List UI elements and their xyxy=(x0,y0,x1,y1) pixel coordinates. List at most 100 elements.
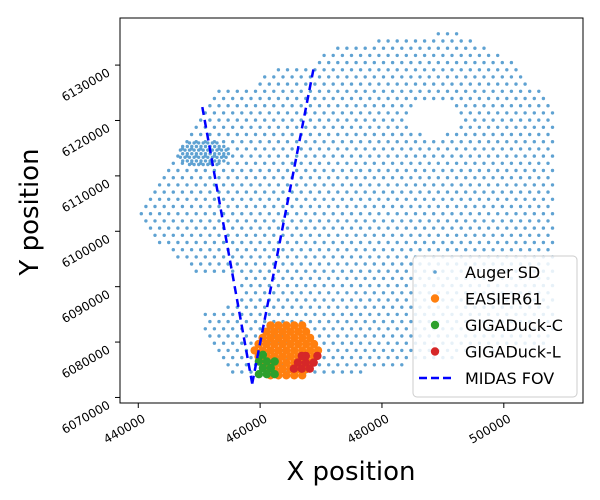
auger-sd-point xyxy=(496,96,500,101)
auger-sd-point xyxy=(240,240,244,245)
auger-sd-point xyxy=(231,341,235,345)
auger-sd-point xyxy=(358,269,363,273)
auger-sd-point xyxy=(390,219,395,223)
auger-sd-point xyxy=(222,159,226,163)
auger-sd-point xyxy=(176,226,180,230)
auger-sd-point xyxy=(276,283,281,288)
auger-sd-point xyxy=(486,68,491,72)
auger-sd-point xyxy=(308,190,313,194)
auger-sd-point xyxy=(473,46,477,50)
auger-sd-point xyxy=(477,154,482,158)
auger-sd-point xyxy=(267,125,271,129)
auger-sd-point xyxy=(267,226,271,230)
auger-sd-point xyxy=(340,68,345,72)
auger-sd-point xyxy=(386,168,390,173)
auger-sd-point xyxy=(445,32,450,36)
auger-sd-point xyxy=(404,283,408,288)
auger-sd-point xyxy=(336,262,340,266)
auger-sd-point xyxy=(377,341,381,345)
auger-sd-point xyxy=(192,162,196,167)
auger-sd-point xyxy=(203,183,207,187)
auger-sd-point xyxy=(290,291,294,295)
auger-sd-point xyxy=(386,283,390,288)
auger-sd-point xyxy=(212,255,217,259)
auger-sd-point xyxy=(473,104,477,108)
auger-sd-point xyxy=(235,89,239,94)
auger-sd-point xyxy=(473,60,477,65)
auger-sd-point xyxy=(345,60,349,65)
auger-sd-point xyxy=(372,118,376,122)
auger-sd-point xyxy=(363,104,367,108)
auger-sd-point xyxy=(377,125,381,129)
easier61-point xyxy=(298,371,307,380)
auger-sd-point xyxy=(244,276,249,281)
auger-sd-point xyxy=(432,82,436,86)
auger-sd-point xyxy=(409,291,413,295)
auger-sd-point xyxy=(272,132,276,137)
auger-sd-point xyxy=(258,312,262,317)
auger-sd-point xyxy=(272,204,276,209)
auger-sd-point xyxy=(386,140,390,144)
auger-sd-point xyxy=(464,190,468,194)
easier61-point xyxy=(286,339,295,349)
auger-sd-point xyxy=(372,305,376,309)
auger-sd-point xyxy=(459,140,463,144)
auger-sd-point xyxy=(231,140,235,144)
auger-sd-point xyxy=(322,298,326,302)
auger-sd-point xyxy=(331,312,335,317)
auger-sd-point xyxy=(226,204,230,209)
auger-sd-point xyxy=(454,233,459,237)
auger-sd-point xyxy=(422,96,427,101)
auger-sd-point xyxy=(528,248,532,252)
auger-sd-point xyxy=(528,161,532,165)
auger-sd-point xyxy=(313,370,317,374)
auger-sd-point xyxy=(546,104,550,108)
auger-sd-point xyxy=(340,197,345,201)
auger-sd-point xyxy=(432,154,436,158)
auger-sd-point xyxy=(459,39,463,43)
auger-sd-point xyxy=(550,240,555,245)
auger-sd-point xyxy=(386,240,390,245)
auger-sd-point xyxy=(400,104,404,108)
auger-sd-point xyxy=(395,140,399,144)
auger-sd-point xyxy=(240,111,244,115)
auger-sd-point xyxy=(354,147,358,151)
auger-sd-point xyxy=(313,140,317,144)
auger-sd-point xyxy=(473,190,477,194)
auger-sd-point xyxy=(240,255,244,259)
auger-sd-point xyxy=(491,60,495,65)
easier61-point xyxy=(274,346,283,355)
auger-sd-point xyxy=(322,355,326,360)
auger-sd-point xyxy=(377,183,381,187)
auger-sd-point xyxy=(295,312,299,317)
legend-marker-3 xyxy=(430,347,440,356)
auger-sd-point xyxy=(390,334,395,338)
auger-sd-point xyxy=(358,298,363,302)
auger-sd-point xyxy=(409,305,413,309)
auger-sd-point xyxy=(441,53,445,58)
auger-sd-point xyxy=(285,226,290,230)
auger-sd-point xyxy=(390,161,395,165)
auger-sd-point xyxy=(432,140,436,144)
auger-sd-point xyxy=(240,283,244,288)
auger-sd-point xyxy=(372,276,376,281)
auger-sd-point xyxy=(418,161,422,165)
auger-sd-point xyxy=(390,233,395,237)
auger-sd-point xyxy=(432,168,436,173)
auger-sd-point xyxy=(377,111,381,115)
auger-sd-point xyxy=(345,89,349,94)
auger-sd-point xyxy=(354,348,358,353)
auger-sd-point xyxy=(187,141,192,145)
auger-sd-point xyxy=(372,363,376,367)
auger-sd-point xyxy=(148,197,153,201)
auger-sd-point xyxy=(409,334,413,338)
auger-sd-point xyxy=(226,104,230,108)
auger-sd-point xyxy=(201,141,205,145)
auger-sd-point xyxy=(381,319,386,324)
auger-sd-point xyxy=(368,82,372,86)
auger-sd-point xyxy=(404,269,408,273)
auger-sd-point xyxy=(432,39,436,43)
auger-sd-point xyxy=(285,269,290,273)
auger-sd-point xyxy=(427,176,431,180)
auger-sd-point xyxy=(486,183,491,187)
